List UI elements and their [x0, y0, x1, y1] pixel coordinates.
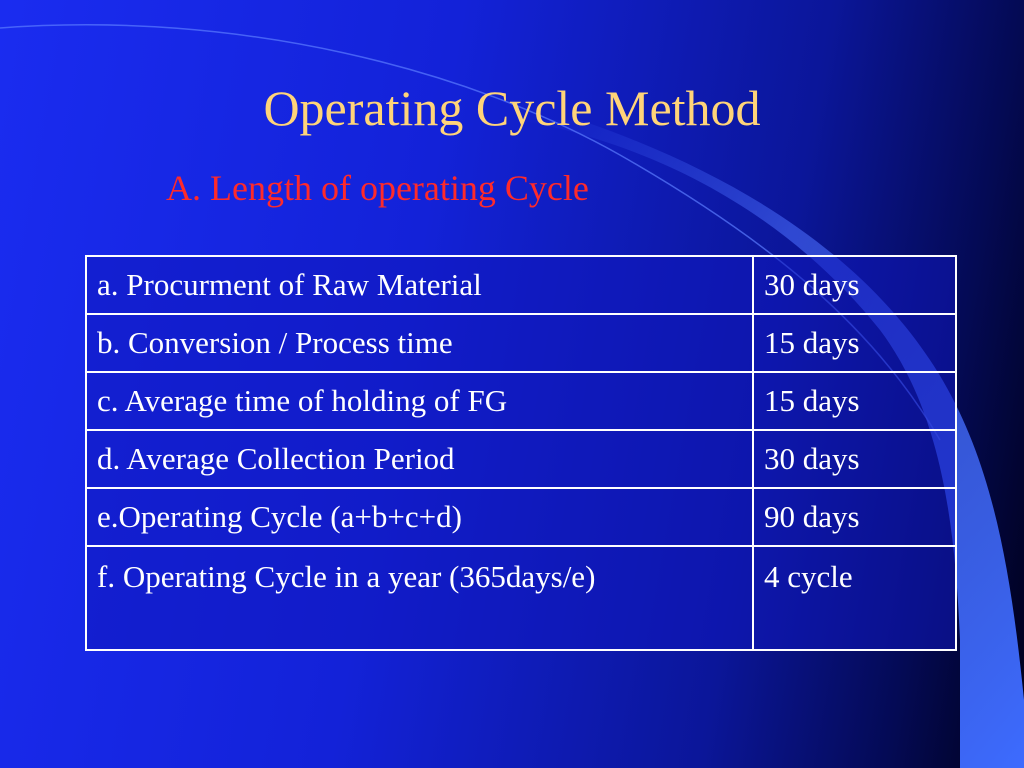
- table-row: f. Operating Cycle in a year (365days/e)…: [85, 545, 957, 651]
- row-value: 30 days: [752, 255, 957, 315]
- swoosh-band: [520, 120, 1024, 768]
- row-label: d. Average Collection Period: [85, 429, 754, 489]
- table-row: d. Average Collection Period 30 days: [85, 429, 957, 489]
- row-value: 4 cycle: [752, 545, 957, 651]
- row-value: 30 days: [752, 429, 957, 489]
- row-label: e.Operating Cycle (a+b+c+d): [85, 487, 754, 547]
- table-row: b. Conversion / Process time 15 days: [85, 313, 957, 373]
- table-row: a. Procurment of Raw Material 30 days: [85, 255, 957, 315]
- slide-subtitle: A. Length of operating Cycle: [166, 168, 589, 208]
- row-value: 90 days: [752, 487, 957, 547]
- table-row: e.Operating Cycle (a+b+c+d) 90 days: [85, 487, 957, 547]
- row-value: 15 days: [752, 313, 957, 373]
- row-label: c. Average time of holding of FG: [85, 371, 754, 431]
- row-value: 15 days: [752, 371, 957, 431]
- row-label: f. Operating Cycle in a year (365days/e): [85, 545, 754, 651]
- operating-cycle-table: a. Procurment of Raw Material 30 days b.…: [85, 255, 957, 651]
- row-label: a. Procurment of Raw Material: [85, 255, 754, 315]
- table-row: c. Average time of holding of FG 15 days: [85, 371, 957, 431]
- row-label: b. Conversion / Process time: [85, 313, 754, 373]
- slide-title: Operating Cycle Method: [263, 80, 761, 136]
